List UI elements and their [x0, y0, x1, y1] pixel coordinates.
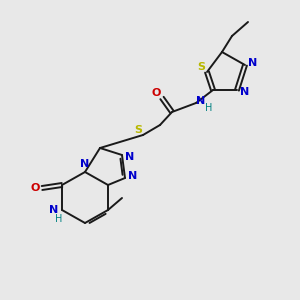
Text: H: H — [205, 103, 213, 113]
Text: N: N — [248, 58, 258, 68]
Text: N: N — [128, 171, 138, 181]
Text: N: N — [240, 87, 250, 97]
Text: N: N — [80, 159, 90, 169]
Text: N: N — [125, 152, 135, 162]
Text: N: N — [50, 205, 58, 215]
Text: O: O — [151, 88, 161, 98]
Text: N: N — [196, 96, 206, 106]
Text: S: S — [197, 62, 205, 72]
Text: O: O — [30, 183, 40, 193]
Text: S: S — [134, 125, 142, 135]
Text: H: H — [55, 214, 63, 224]
